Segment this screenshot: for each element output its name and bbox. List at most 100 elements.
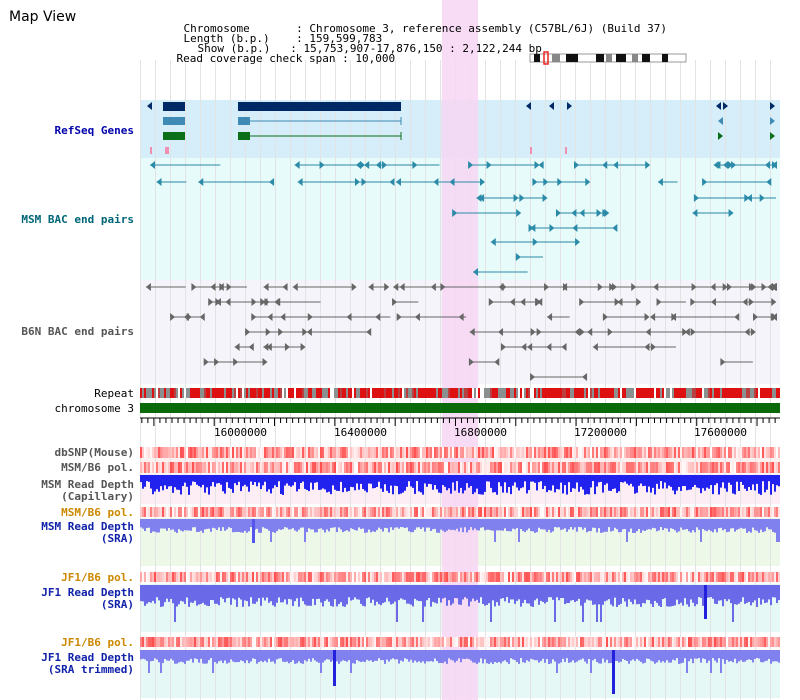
track-label-msm-depth-capillary[interactable]: MSM Read Depth xyxy=(41,478,134,491)
dbsnp-density-cell xyxy=(776,447,778,458)
msm-sra-depth-bar xyxy=(144,519,146,532)
track-label-jf1-b6-pol-1[interactable]: JF1/B6 pol. xyxy=(61,571,134,584)
track-label-b6n-bac[interactable]: B6N BAC end pairs xyxy=(21,325,134,338)
jf1-b6-pol-cell xyxy=(634,637,636,647)
msm-b6-pol-cell xyxy=(608,507,610,517)
msm-sra-depth-bar xyxy=(766,519,768,528)
msm-b6-pol-cell xyxy=(230,507,232,517)
jf1-sra-depth-bar xyxy=(552,585,554,600)
msm-b6-pol-cell xyxy=(142,462,144,473)
jf1-sra-depth-bar xyxy=(260,585,262,606)
jf1-sra-depth-bar xyxy=(700,585,702,598)
capillary-depth-bar xyxy=(596,475,598,487)
jf1-b6-pol-cell xyxy=(394,572,396,582)
msm-b6-pol-cell xyxy=(302,507,304,517)
repeat-element xyxy=(736,388,738,398)
jf1-b6-pol-cell xyxy=(492,637,494,647)
msm-b6-pol-cell xyxy=(512,462,514,473)
dbsnp-density-cell xyxy=(222,447,224,458)
jf1-sra-depth-bar xyxy=(620,585,622,604)
jf1-b6-pol-cell xyxy=(636,637,638,647)
msm-b6-pol-cell xyxy=(196,507,198,517)
jf1-b6-pol-cell xyxy=(440,572,442,582)
track-label-msm-b6-pol-2[interactable]: MSM/B6 pol. xyxy=(61,506,134,519)
jf1-b6-pol-cell xyxy=(384,572,386,582)
msm-b6-pol-cell xyxy=(408,507,410,517)
repeat-element xyxy=(284,388,286,398)
jf1-b6-pol-cell xyxy=(738,572,740,582)
dbsnp-density-cell xyxy=(718,447,720,458)
msm-b6-pol-cell xyxy=(732,507,734,517)
jf1-b6-pol-cell xyxy=(706,637,708,647)
msm-b6-pol-cell xyxy=(282,462,284,473)
capillary-depth-bar xyxy=(510,475,512,495)
jf1-trim-depth-bar xyxy=(636,650,638,659)
msm-sra-depth-bar xyxy=(420,519,422,530)
jf1-sra-depth-bar xyxy=(618,585,620,605)
jf1-b6-pol-cell xyxy=(580,572,582,582)
jf1-b6-pol-cell xyxy=(544,572,546,582)
msm-b6-pol-cell xyxy=(672,462,674,473)
dbsnp-density-cell xyxy=(622,447,624,458)
repeat-element xyxy=(728,388,730,398)
jf1-b6-pol-cell xyxy=(290,637,292,647)
msm-b6-pol-cell xyxy=(228,507,230,517)
msm-b6-pol-cell xyxy=(438,507,440,517)
jf1-b6-pol-cell xyxy=(712,637,714,647)
jf1-b6-pol-cell xyxy=(350,572,352,582)
repeat-element xyxy=(294,388,296,398)
track-label-jf1-depth-sra[interactable]: JF1 Read Depth xyxy=(41,586,134,599)
track-label-jf1-b6-pol-2[interactable]: JF1/B6 pol. xyxy=(61,636,134,649)
msm-sra-depth-bar xyxy=(516,519,518,529)
track-label-msm-depth-sra[interactable]: MSM Read Depth xyxy=(41,520,134,533)
repeat-element xyxy=(364,388,366,398)
msm-sra-depth-bar xyxy=(274,519,276,533)
capillary-depth-bar xyxy=(258,475,260,483)
repeat-element xyxy=(316,388,318,398)
msm-sra-depth-bar xyxy=(530,519,532,532)
dbsnp-density-cell xyxy=(162,447,164,458)
msm-sra-depth-bar xyxy=(446,519,448,531)
jf1-b6-pol-cell xyxy=(332,637,334,647)
repeat-element xyxy=(628,388,630,398)
msm-b6-pol-cell xyxy=(216,507,218,517)
jf1-trim-depth-bar xyxy=(476,650,478,664)
dbsnp-density-cell xyxy=(400,447,402,458)
repeat-element xyxy=(506,388,508,398)
repeat-element xyxy=(738,388,740,398)
jf1-sra-depth-bar xyxy=(544,585,546,604)
repeat-element xyxy=(372,388,374,398)
dbsnp-density-cell xyxy=(554,447,556,458)
jf1-trim-depth-bar xyxy=(310,650,312,662)
jf1-b6-pol-cell xyxy=(704,637,706,647)
capillary-depth-bar xyxy=(496,475,498,495)
jf1-b6-pol-cell xyxy=(286,572,288,582)
track-label-msm-bac[interactable]: MSM BAC end pairs xyxy=(21,213,134,226)
track-label-dbsnp[interactable]: dbSNP(Mouse) xyxy=(54,446,134,459)
jf1-b6-pol-cell xyxy=(384,637,386,647)
msm-b6-pol-cell xyxy=(398,462,400,473)
jf1-trim-depth-bar xyxy=(740,650,742,661)
capillary-depth-bar xyxy=(334,475,336,490)
strand-arrow xyxy=(395,178,401,186)
jf1-b6-pol-cell xyxy=(656,572,658,582)
msm-sra-depth-bar xyxy=(706,519,708,532)
track-label-msm-b6-pol-1[interactable]: MSM/B6 pol. xyxy=(61,461,134,474)
jf1-sra-depth-bar xyxy=(314,585,316,605)
jf1-b6-pol-cell xyxy=(238,572,240,582)
capillary-depth-bar xyxy=(248,475,250,492)
msm-b6-pol-cell xyxy=(424,507,426,517)
msm-sra-depth-bar xyxy=(232,519,234,533)
track-label-refseq[interactable]: RefSeq Genes xyxy=(54,124,134,137)
jf1-sra-depth-bar xyxy=(422,585,424,622)
track-label-jf1-depth-trim[interactable]: JF1 Read Depth xyxy=(41,651,134,664)
capillary-depth-bar xyxy=(164,475,166,486)
dbsnp-density-cell xyxy=(532,447,534,458)
msm-b6-pol-cell xyxy=(550,507,552,517)
dbsnp-density-cell xyxy=(442,447,444,458)
msm-b6-pol-cell xyxy=(280,507,282,517)
msm-sra-depth-bar xyxy=(692,519,694,531)
repeat-element xyxy=(308,388,310,398)
jf1-b6-pol-cell xyxy=(670,637,672,647)
